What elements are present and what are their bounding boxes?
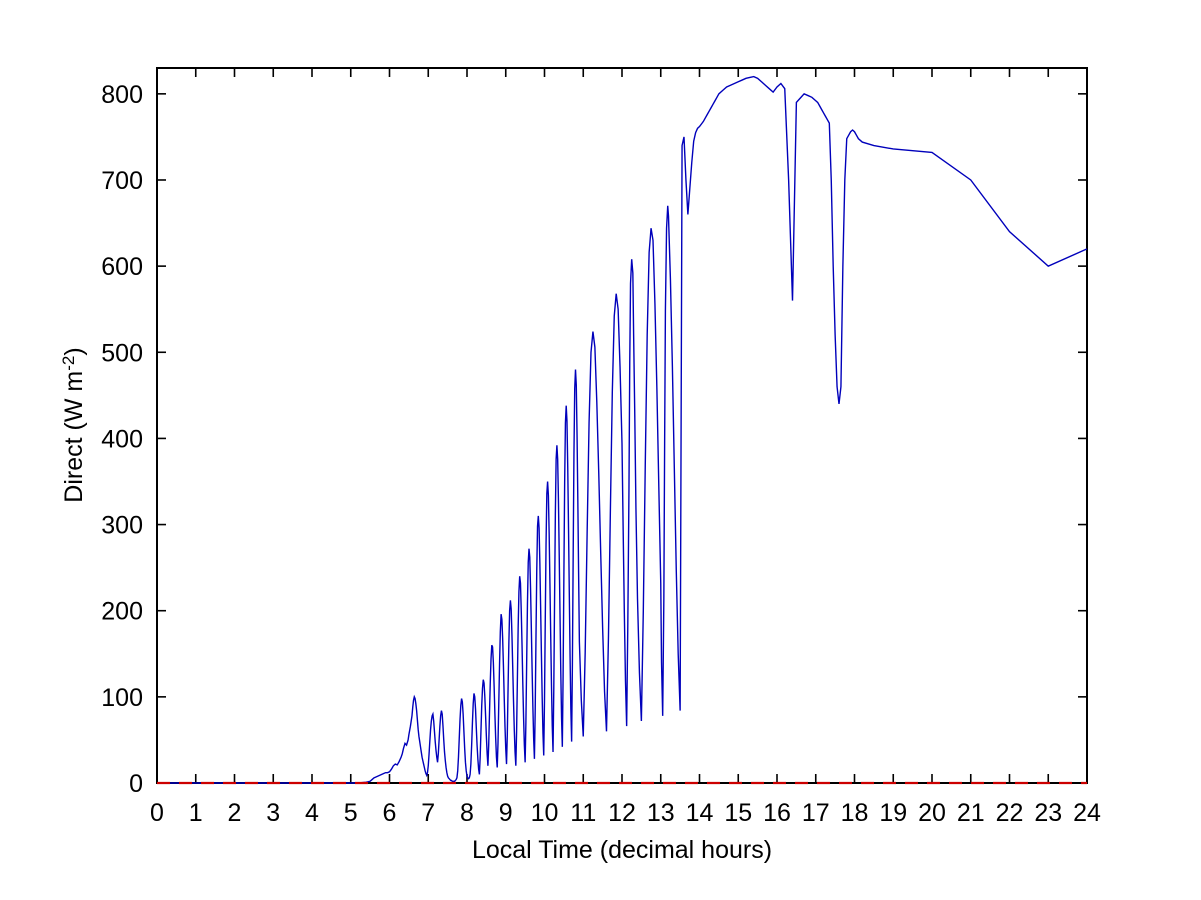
y-tick-label: 500 bbox=[101, 339, 143, 367]
x-tick-label: 24 bbox=[1073, 799, 1101, 827]
y-tick-label: 100 bbox=[101, 684, 143, 712]
x-tick-label: 7 bbox=[421, 799, 435, 827]
axis-titles: Local Time (decimal hours) Direct (W m-2… bbox=[59, 347, 772, 864]
y-axis-label: Direct (W m-2) bbox=[59, 347, 88, 502]
y-tick-label: 800 bbox=[101, 81, 143, 109]
x-tick-label: 0 bbox=[150, 799, 164, 827]
tick-labels: 0 1 2 3 4 5 6 7 8 9 10 11 12 13 14 15 16 17 18 19 20 21 22 23 24… bbox=[101, 81, 1101, 827]
y-tick-label: 300 bbox=[101, 512, 143, 540]
x-tick-label: 19 bbox=[879, 799, 907, 827]
tick-marks bbox=[156, 68, 1088, 784]
x-tick-label: 13 bbox=[647, 799, 675, 827]
x-tick-label: 6 bbox=[383, 799, 397, 827]
x-tick-label: 20 bbox=[918, 799, 946, 827]
x-axis-label: Local Time (decimal hours) bbox=[472, 836, 772, 864]
x-tick-label: 9 bbox=[499, 799, 513, 827]
x-tick-label: 14 bbox=[686, 799, 714, 827]
y-tick-label: 0 bbox=[129, 770, 143, 798]
x-tick-label: 8 bbox=[460, 799, 474, 827]
x-tick-label: 16 bbox=[763, 799, 791, 827]
x-tick-label: 1 bbox=[189, 799, 203, 827]
x-tick-label: 15 bbox=[724, 799, 752, 827]
data-series bbox=[157, 75, 1088, 785]
x-tick-label: 22 bbox=[996, 799, 1024, 827]
x-tick-label: 12 bbox=[608, 799, 636, 827]
x-tick-label: 4 bbox=[305, 799, 319, 827]
x-tick-label: 10 bbox=[531, 799, 559, 827]
x-tick-label: 2 bbox=[228, 799, 242, 827]
y-tick-label: 200 bbox=[101, 598, 143, 626]
x-tick-label: 17 bbox=[802, 799, 830, 827]
x-tick-label: 5 bbox=[344, 799, 358, 827]
x-tick-label: 23 bbox=[1034, 799, 1062, 827]
x-tick-label: 18 bbox=[841, 799, 869, 827]
x-tick-label: 11 bbox=[570, 799, 596, 827]
x-tick-label: 3 bbox=[266, 799, 280, 827]
y-tick-label: 400 bbox=[101, 425, 143, 453]
y-tick-label: 700 bbox=[101, 167, 143, 195]
x-tick-label: 21 bbox=[957, 799, 985, 827]
y-tick-label: 600 bbox=[101, 253, 143, 281]
direct-irradiance-line bbox=[157, 75, 1088, 784]
